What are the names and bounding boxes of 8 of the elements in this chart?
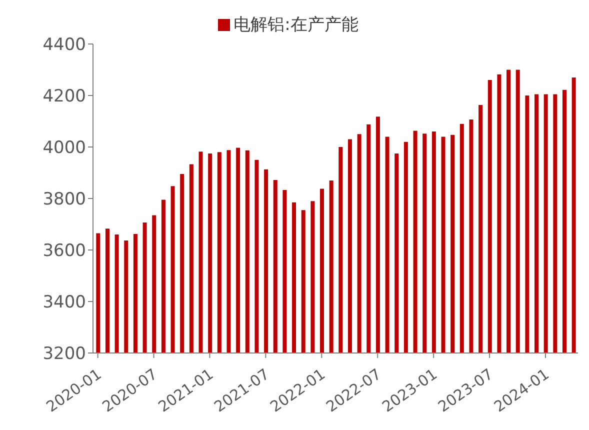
y-tick-label: 4000 <box>42 138 86 158</box>
y-tick-label: 4200 <box>42 86 86 107</box>
legend-label: 电解铝:在产产能 <box>234 15 358 35</box>
y-tick-label: 3800 <box>42 190 86 210</box>
y-tick-label: 3400 <box>42 292 86 313</box>
y-tick-label: 4400 <box>42 35 86 56</box>
y-tick-label: 3600 <box>42 241 86 262</box>
y-tick-label: 3200 <box>42 344 86 364</box>
